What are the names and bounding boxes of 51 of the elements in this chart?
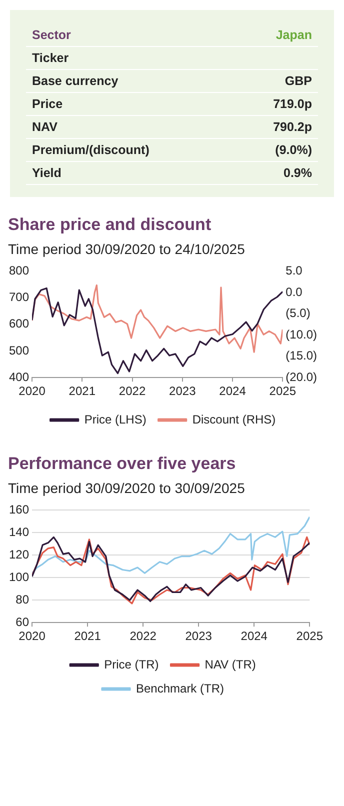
- y-tick-label: 700: [8, 290, 30, 304]
- y-tick-label: 120: [8, 547, 30, 562]
- category-label: Premium/(discount): [26, 138, 236, 162]
- category-label: NAV: [26, 116, 236, 138]
- x-tick-label: 2020: [18, 629, 46, 644]
- legend-label: Benchmark (TR): [136, 681, 224, 696]
- x-tick-label: 2021: [68, 384, 96, 398]
- y-tick-label: 600: [8, 316, 30, 331]
- text: 0.9%: [284, 166, 312, 180]
- chart-subtitle: Time period 30/09/2020 to 24/10/2025: [8, 241, 246, 257]
- x-tick-label: 2022: [118, 384, 146, 398]
- y-tick-label: 60: [16, 614, 30, 629]
- y2-tick-label: (15.0): [286, 348, 318, 363]
- y-tick-label: 80: [16, 592, 30, 606]
- y-tick-label: 500: [8, 343, 30, 358]
- y2-tick-label: 5.0: [286, 264, 303, 278]
- x-tick-label: 2021: [74, 629, 102, 644]
- legend-label: Price (TR): [104, 657, 159, 672]
- category-label: Base currency: [26, 70, 236, 92]
- chart-title: Performance over five years: [8, 454, 237, 474]
- text: 790.2p: [273, 120, 312, 134]
- x-tick-label: 2022: [130, 629, 157, 644]
- text: (9.0%): [275, 143, 312, 157]
- category-label: Yield: [26, 162, 236, 184]
- y2-tick-label: (20.0): [286, 370, 318, 384]
- text: 719.0p: [273, 97, 312, 111]
- y-tick-label: 800: [8, 264, 30, 278]
- y2-tick-label: (10.0): [286, 327, 318, 342]
- chart-subtitle: Time period 30/09/2020 to 30/09/2025: [8, 480, 246, 496]
- y-tick-label: 140: [8, 524, 30, 539]
- y-tick-label: 100: [8, 570, 30, 584]
- x-tick-label: 2024: [240, 629, 268, 644]
- y-tick-label: 400: [8, 370, 30, 384]
- y-tick-label: 160: [8, 502, 30, 517]
- legend-label: NAV (TR): [204, 657, 256, 672]
- x-tick-label: 2024: [219, 384, 246, 398]
- category-label: Ticker: [26, 46, 236, 70]
- text: Japan: [276, 28, 312, 42]
- x-tick-label: 2023: [169, 384, 196, 398]
- x-tick-label: 2023: [185, 629, 212, 644]
- x-tick-label: 2025: [296, 629, 324, 644]
- category-label: Price: [26, 92, 236, 116]
- y2-tick-label: (5.0): [286, 306, 310, 320]
- y2-tick-label: 0.0: [286, 284, 303, 299]
- legend-label: Price (LHS): [84, 412, 146, 426]
- legend-label: Discount (RHS): [192, 412, 276, 426]
- category-label: Sector: [26, 24, 236, 46]
- x-tick-label: 2020: [18, 384, 46, 398]
- x-tick-label: 2025: [269, 384, 296, 398]
- chart-title: Share price and discount: [8, 215, 212, 235]
- text: GBP: [284, 74, 312, 88]
